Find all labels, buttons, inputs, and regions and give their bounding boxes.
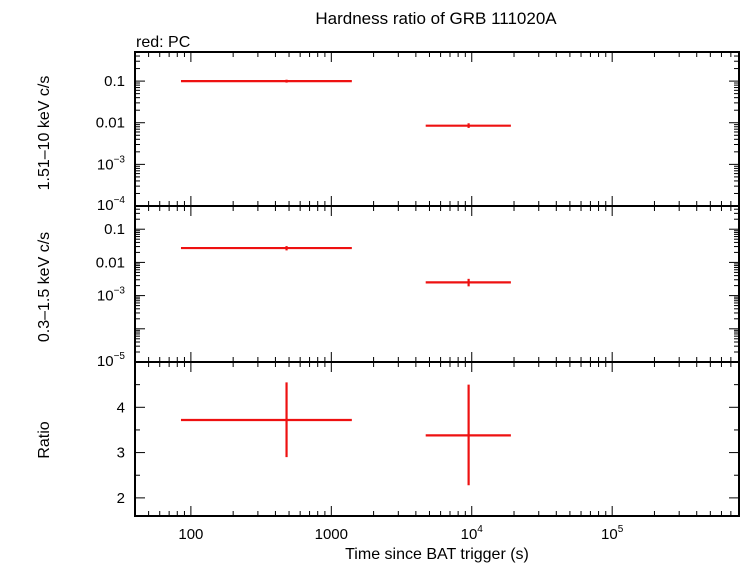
y-tick-label-soft: 10−5 <box>97 351 126 370</box>
chart-title: Hardness ratio of GRB 111020A <box>315 9 557 28</box>
y-tick-label-hard: 0.1 <box>104 73 125 90</box>
x-tick-label: 104 <box>461 524 484 543</box>
x-tick-label: 100 <box>178 526 203 543</box>
y-tick-label-hard: 10−3 <box>97 154 126 173</box>
y-tick-label-soft: 10−3 <box>97 286 126 305</box>
x-tick-label: 1000 <box>315 526 348 543</box>
x-tick-label: 105 <box>601 524 624 543</box>
legend-label: red: PC <box>136 34 190 51</box>
x-axis-label: Time since BAT trigger (s) <box>345 546 529 563</box>
y-tick-label-ratio: 4 <box>117 399 125 416</box>
y-axis-label-soft: 0.3–1.5 keV c/s <box>36 232 53 342</box>
y-tick-label-ratio: 3 <box>117 445 125 462</box>
y-axis-label-ratio: Ratio <box>36 421 53 458</box>
panel-frame-soft <box>134 205 740 363</box>
y-tick-label-hard: 10−4 <box>97 195 126 214</box>
y-tick-label-soft: 0.01 <box>96 254 125 271</box>
plot-area: 0.1 0.01 10−3 10−4 0.1 0.01 10−3 10−5 4 3 2 100 1000… <box>96 51 740 543</box>
y-tick-label-hard: 0.01 <box>96 115 125 132</box>
panel-frame-hard <box>134 51 740 207</box>
panel-frame-ratio <box>134 361 740 517</box>
y-tick-label-ratio: 2 <box>117 490 125 507</box>
y-tick-label-soft: 0.1 <box>104 221 125 238</box>
y-axis-label-hard: 1.51–10 keV c/s <box>36 76 53 191</box>
